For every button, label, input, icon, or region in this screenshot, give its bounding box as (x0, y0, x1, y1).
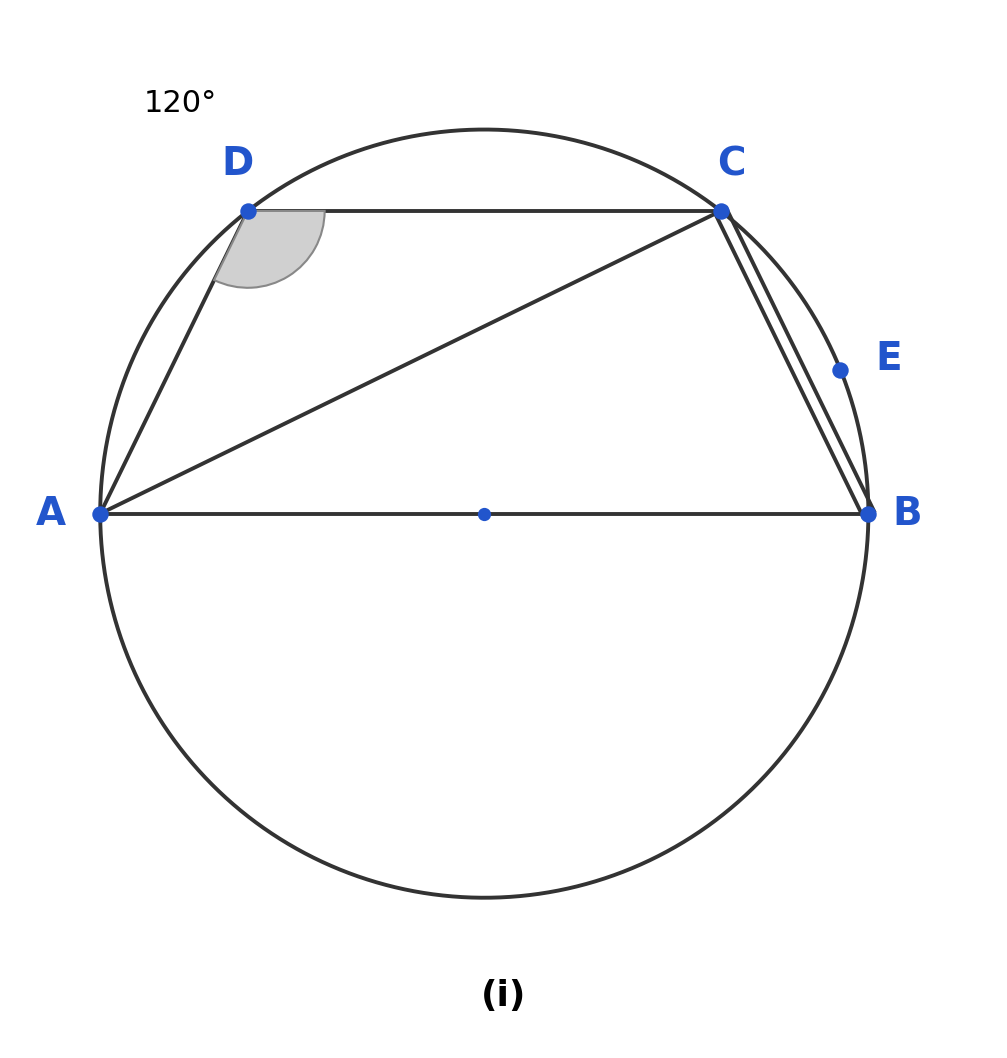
Text: E: E (875, 341, 901, 379)
Point (860, 505, 876, 522)
Text: (i): (i) (480, 979, 527, 1013)
Text: A: A (35, 495, 65, 532)
Text: 120°: 120° (144, 89, 218, 117)
Point (476, 505, 492, 522)
Text: D: D (222, 145, 254, 183)
Point (833, 361, 849, 378)
Wedge shape (214, 211, 324, 288)
Point (240, 202, 256, 219)
Text: C: C (717, 145, 745, 183)
Point (713, 202, 729, 219)
Point (92, 505, 108, 522)
Text: B: B (892, 495, 922, 532)
